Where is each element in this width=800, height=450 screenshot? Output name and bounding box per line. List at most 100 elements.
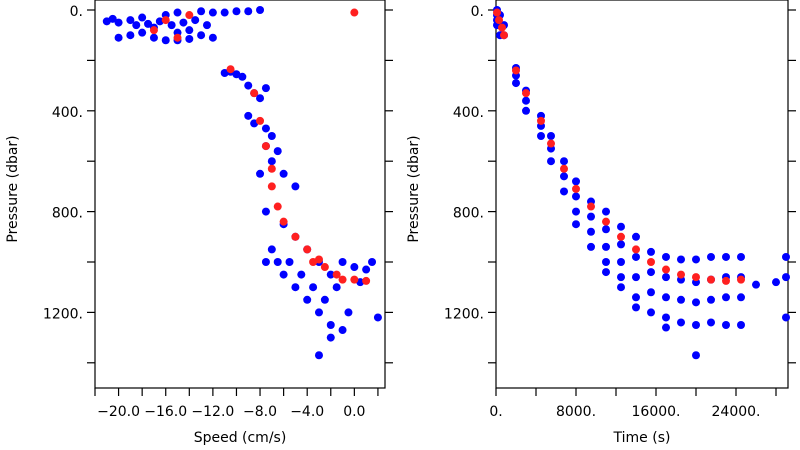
y-tick-label: 1200. bbox=[444, 306, 484, 322]
point bbox=[261, 258, 270, 266]
point bbox=[297, 270, 306, 279]
point bbox=[291, 182, 300, 191]
point bbox=[692, 273, 700, 282]
point bbox=[662, 265, 670, 274]
point bbox=[320, 295, 329, 304]
point bbox=[314, 308, 323, 317]
point bbox=[161, 16, 170, 25]
panel: 0. 400. 800. 1200. 0. 8000. 16000. 24000. Time (… bbox=[406, 0, 796, 446]
point bbox=[677, 295, 685, 304]
point bbox=[587, 242, 595, 251]
y-tick-label: 0. bbox=[70, 4, 83, 20]
point bbox=[617, 273, 625, 282]
point bbox=[500, 31, 508, 40]
point bbox=[587, 227, 595, 236]
point bbox=[344, 308, 353, 317]
point bbox=[572, 192, 580, 201]
point bbox=[677, 255, 685, 264]
x-tick-label: −12.0 bbox=[191, 404, 234, 420]
point bbox=[662, 273, 670, 282]
point bbox=[587, 212, 595, 221]
point bbox=[267, 182, 276, 191]
point bbox=[632, 252, 640, 261]
point bbox=[512, 66, 520, 75]
point bbox=[722, 321, 730, 329]
point bbox=[108, 14, 117, 23]
point bbox=[560, 157, 568, 166]
point bbox=[256, 94, 265, 103]
point bbox=[692, 255, 700, 264]
point bbox=[185, 26, 194, 35]
x-tick-label: −16.0 bbox=[144, 404, 187, 420]
point bbox=[261, 142, 270, 151]
point bbox=[226, 65, 235, 74]
point bbox=[202, 21, 211, 30]
point bbox=[602, 268, 610, 277]
point bbox=[782, 252, 790, 261]
point bbox=[512, 79, 520, 88]
point bbox=[338, 275, 347, 284]
point bbox=[149, 26, 158, 35]
point bbox=[617, 283, 625, 292]
point bbox=[250, 89, 259, 98]
point bbox=[617, 222, 625, 231]
point bbox=[114, 18, 123, 27]
point bbox=[138, 28, 147, 37]
point bbox=[662, 252, 670, 261]
point bbox=[722, 293, 730, 302]
point bbox=[560, 164, 568, 173]
point bbox=[632, 232, 640, 241]
point bbox=[244, 111, 253, 120]
point bbox=[647, 258, 655, 266]
point bbox=[722, 252, 730, 261]
point bbox=[173, 33, 182, 42]
point bbox=[350, 263, 359, 272]
point bbox=[737, 293, 745, 302]
plot-frame bbox=[495, 0, 789, 389]
point bbox=[752, 280, 760, 289]
point bbox=[144, 19, 153, 28]
x-tick-label: 24000. bbox=[712, 404, 761, 420]
point bbox=[632, 303, 640, 312]
point bbox=[547, 132, 555, 140]
point bbox=[244, 7, 253, 16]
point bbox=[132, 21, 141, 30]
point bbox=[547, 157, 555, 166]
point bbox=[279, 217, 288, 226]
point bbox=[338, 326, 347, 335]
point bbox=[332, 283, 341, 292]
point bbox=[332, 270, 341, 279]
point bbox=[261, 124, 270, 133]
point bbox=[647, 268, 655, 277]
point bbox=[662, 293, 670, 302]
y-tick-label: 800. bbox=[52, 206, 83, 222]
point bbox=[114, 33, 123, 42]
point bbox=[632, 245, 640, 254]
point bbox=[197, 31, 206, 40]
point bbox=[692, 298, 700, 307]
point bbox=[602, 207, 610, 216]
x-tick-label: 0. bbox=[489, 404, 502, 420]
point bbox=[617, 232, 625, 241]
point bbox=[267, 245, 276, 254]
point bbox=[560, 187, 568, 196]
point bbox=[522, 106, 530, 115]
point bbox=[126, 16, 135, 25]
y-tick-label: 0. bbox=[471, 4, 484, 20]
point bbox=[707, 295, 715, 304]
point bbox=[560, 172, 568, 181]
point bbox=[279, 270, 288, 279]
point bbox=[498, 23, 506, 32]
point bbox=[782, 273, 790, 282]
point bbox=[373, 313, 382, 322]
point bbox=[522, 96, 530, 105]
x-tick-label: −4.0 bbox=[290, 404, 324, 420]
point bbox=[602, 242, 610, 251]
point bbox=[208, 8, 217, 17]
point bbox=[362, 265, 371, 274]
point bbox=[647, 288, 655, 297]
point bbox=[707, 318, 715, 327]
point bbox=[772, 278, 780, 287]
point bbox=[232, 7, 241, 16]
